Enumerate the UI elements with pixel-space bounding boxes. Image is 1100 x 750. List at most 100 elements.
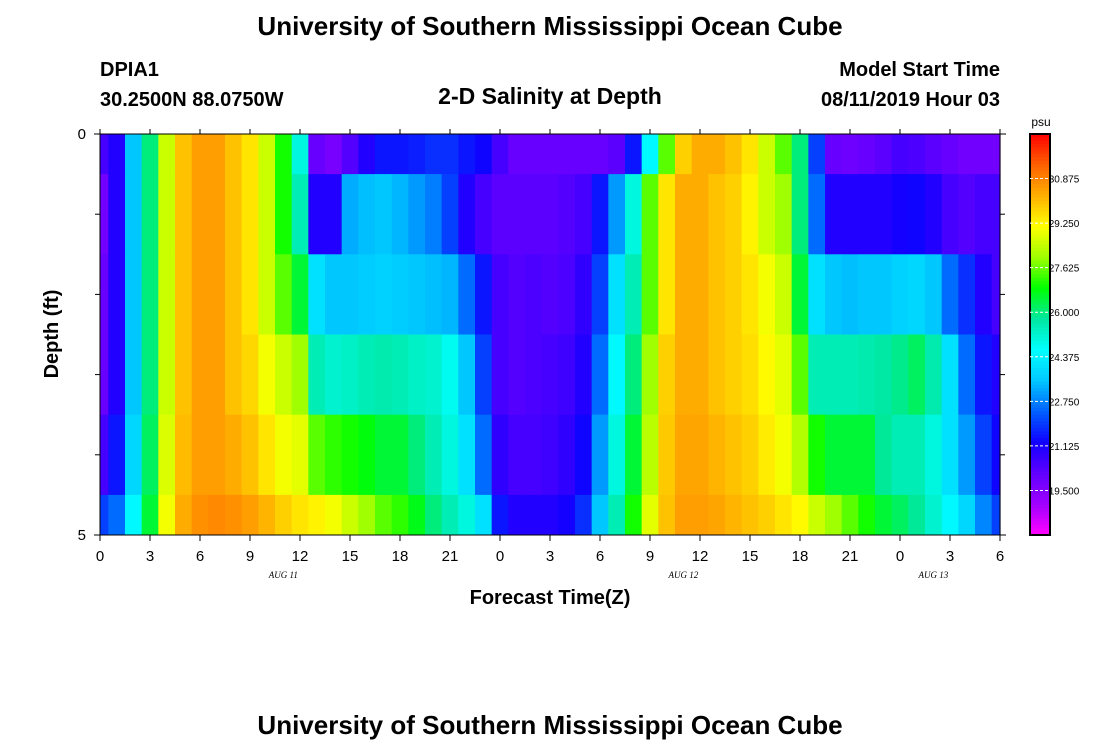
colorbar-swatch (1030, 214, 1050, 219)
heatmap-cell (158, 414, 176, 496)
heatmap-cell (825, 134, 843, 175)
colorbar-swatch (1030, 174, 1050, 178)
colorbar-swatch (1030, 444, 1050, 449)
heatmap-cell (475, 334, 493, 416)
x-axis-label: Forecast Time(Z) (470, 587, 631, 609)
heatmap-cell (675, 174, 693, 255)
heatmap-cell (675, 414, 693, 496)
colorbar-swatch (1030, 217, 1050, 222)
colorbar-swatch (1030, 381, 1050, 386)
heatmap-cell (991, 494, 1001, 536)
heatmap-cell (125, 494, 143, 536)
colorbar-swatch (1030, 434, 1050, 439)
colorbar-swatch (1030, 331, 1050, 335)
heatmap-cell (708, 414, 726, 496)
heatmap-cell (675, 134, 693, 175)
heatmap-cell (575, 414, 593, 496)
x-date-label: AUG 12 (667, 570, 698, 580)
heatmap-cell (941, 494, 959, 536)
colorbar-swatch (1030, 167, 1050, 172)
colorbar-swatch (1030, 244, 1050, 249)
colorbar-tick-label: 19.500 (1049, 486, 1080, 497)
colorbar-swatch (1030, 194, 1050, 198)
heatmap-cell (591, 414, 609, 496)
heatmap-cell (100, 134, 109, 175)
colorbar-swatch (1030, 307, 1050, 312)
heatmap-cell (558, 494, 576, 536)
heatmap-cell (708, 254, 726, 335)
colorbar-swatch (1030, 478, 1050, 483)
heatmap-cell (975, 334, 993, 416)
heatmap-cell (241, 174, 259, 255)
heatmap-cell (825, 254, 843, 335)
colorbar-swatch (1030, 448, 1050, 452)
heatmap-cell (941, 134, 959, 175)
heatmap-cell (858, 494, 876, 536)
model-start-value: 08/11/2019 Hour 03 (821, 89, 1000, 111)
heatmap-cell (141, 134, 159, 175)
heatmap-cell (100, 494, 109, 536)
heatmap-cell (875, 134, 893, 175)
heatmap-cell (808, 174, 826, 255)
heatmap-cell (508, 254, 526, 335)
colorbar-swatch (1030, 371, 1050, 376)
heatmap-cell (791, 334, 809, 416)
colorbar-swatch (1030, 431, 1050, 436)
heatmap-cell (958, 494, 976, 536)
heatmap-cell (225, 134, 243, 175)
heatmap-cell (975, 174, 993, 255)
colorbar-swatch (1030, 347, 1050, 352)
heatmap-cell (975, 254, 993, 335)
heatmap-cell (108, 414, 126, 496)
colorbar-swatch (1030, 230, 1050, 235)
heatmap-cell (425, 174, 443, 255)
heatmap-cell (925, 414, 943, 496)
heatmap-cell (408, 494, 426, 536)
heatmap-cell (191, 174, 209, 255)
heatmap-cell (375, 134, 393, 175)
colorbar-swatch (1030, 224, 1050, 229)
x-tick-label: 3 (546, 548, 554, 565)
heatmap-cell (691, 414, 709, 496)
colorbar-swatch (1030, 458, 1050, 462)
heatmap-cell (808, 254, 826, 335)
heatmap-cell (908, 494, 926, 536)
colorbar-swatch (1030, 170, 1050, 175)
y-tick-label: 5 (78, 527, 86, 544)
heatmap-cell (408, 254, 426, 335)
heatmap-cell (958, 414, 976, 496)
heatmap-cell (341, 254, 359, 335)
heatmap-cell (408, 334, 426, 416)
heatmap-cell (191, 254, 209, 335)
heatmap-cell (125, 414, 143, 496)
y-tick-label: 0 (78, 126, 86, 143)
heatmap-cell (308, 254, 326, 335)
heatmap-cell (775, 334, 793, 416)
heatmap-cell (291, 174, 309, 255)
x-tick-label: 0 (896, 548, 904, 565)
x-tick-label: 9 (246, 548, 254, 565)
heatmap-cell (941, 414, 959, 496)
colorbar-swatch (1030, 334, 1050, 339)
heatmap-cell (991, 174, 1001, 255)
heatmap-cell (758, 334, 776, 416)
heatmap-cell (341, 174, 359, 255)
heatmap-cell (541, 334, 559, 416)
heatmap-cell (275, 254, 293, 335)
colorbar-swatch (1030, 454, 1050, 459)
heatmap-cell (225, 174, 243, 255)
heatmap-cell (741, 174, 759, 255)
heatmap-cell (308, 414, 326, 496)
colorbar-tick-label: 30.875 (1049, 175, 1080, 186)
heatmap-cell (525, 414, 543, 496)
colorbar-swatch (1030, 267, 1050, 272)
heatmap-cell (508, 494, 526, 536)
colorbar-swatch (1030, 227, 1050, 232)
colorbar-swatch (1030, 524, 1050, 529)
colorbar-swatch (1030, 297, 1050, 302)
heatmap-cell (908, 134, 926, 175)
colorbar-swatch (1030, 321, 1050, 325)
heatmap-cell (100, 254, 109, 335)
heatmap-cell (341, 414, 359, 496)
